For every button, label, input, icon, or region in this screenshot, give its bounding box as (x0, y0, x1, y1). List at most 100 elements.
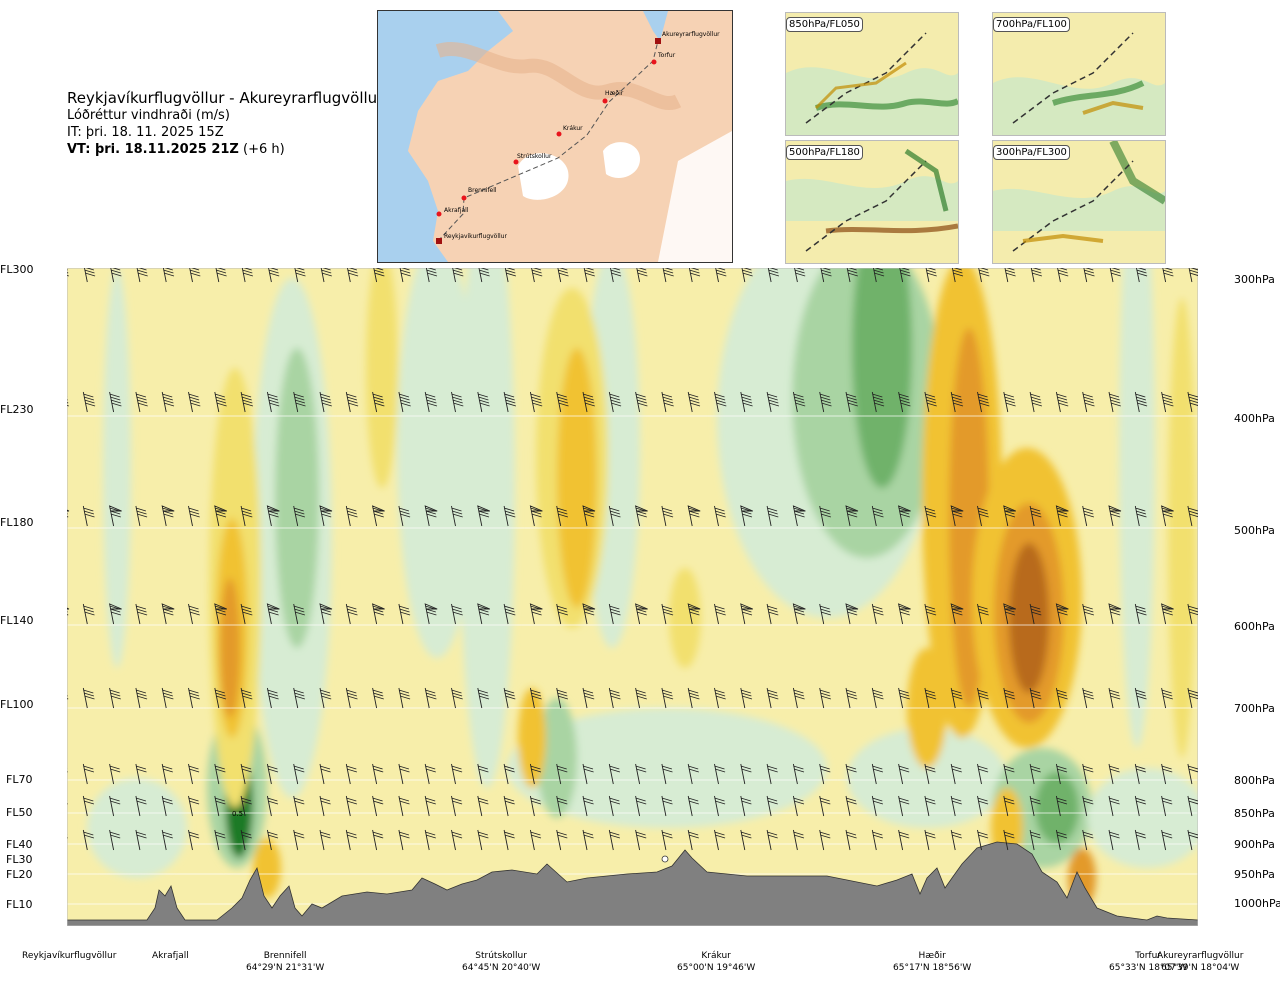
waypoint-marker-start (436, 238, 442, 244)
location-name: Torfur (1135, 951, 1161, 961)
wind-barb (714, 603, 726, 625)
mini-map-svg (786, 141, 958, 263)
terrain-ridge (435, 42, 682, 110)
waypoint-marker (556, 131, 562, 137)
wind-barb (266, 795, 279, 817)
wind-barb (372, 763, 384, 785)
wind-barb (82, 763, 95, 785)
wind-barb (582, 505, 596, 527)
wind-barb (661, 391, 674, 413)
wind-barb (451, 829, 463, 851)
wind-barb (529, 795, 542, 817)
wind-barb (451, 795, 463, 817)
wind-barb (871, 687, 884, 709)
ice-area-east (658, 131, 732, 262)
wind-barb (1003, 829, 1015, 851)
wind-barb (582, 763, 594, 785)
wind-barb (924, 391, 937, 413)
wind-barb (1029, 687, 1042, 709)
wind-barb (398, 829, 410, 851)
wind-barb (214, 603, 227, 625)
wind-barb (1055, 505, 1069, 527)
location-name: Hæðir (918, 951, 946, 961)
wind-barb (188, 505, 200, 527)
waypoint-label: Reykjavíkurflugvöllur (444, 233, 507, 240)
wind-barb (1108, 687, 1121, 709)
wind-barb (345, 603, 358, 625)
wind-barb (451, 687, 463, 709)
hpa-label: 850hPa (1234, 807, 1275, 820)
cross-section-plot: 0.5 (56, 148, 1207, 927)
wind-barb (977, 763, 989, 785)
wind-barb (1055, 763, 1068, 785)
wind-barb (1187, 763, 1199, 785)
location-label: Akrafjall (152, 950, 189, 962)
mini-map-label: 500hPa/FL180 (786, 145, 863, 160)
wind-barb (1029, 795, 1041, 817)
wind-barb (1108, 763, 1120, 785)
wind-barb (687, 603, 701, 625)
wind-barb (635, 687, 647, 709)
wind-barb (924, 763, 936, 785)
wind-barb (556, 763, 568, 785)
wind-barb (161, 795, 173, 817)
wind-barb (424, 391, 438, 413)
wind-barb (1082, 763, 1094, 785)
wind-barb (109, 391, 122, 413)
wind-barb (529, 505, 543, 527)
parameter-label: Lóðréttur vindhraði (m/s) (67, 108, 230, 123)
wind-barb (634, 603, 648, 625)
wind-barb (135, 505, 148, 527)
route-map-svg: Reykjavíkurflugvöllur Akrafjall Brennife… (378, 11, 732, 262)
wind-barb (293, 505, 306, 527)
location-name: Brennifell (263, 951, 307, 961)
fl-label: FL70 (6, 773, 33, 786)
location-coord: 65°00'N 19°46'W (677, 963, 756, 973)
wind-barb (503, 687, 516, 709)
location-label: Hæðir 65°17'N 18°56'W (893, 950, 971, 974)
glacier-hofsjokull (603, 142, 640, 178)
wind-barb (424, 505, 438, 527)
wind-barb (293, 603, 306, 625)
wind-barb (1134, 795, 1147, 817)
wind-barb (740, 505, 753, 527)
wind-barb (556, 687, 569, 709)
wind-barb (950, 763, 962, 785)
wind-barb (819, 505, 832, 527)
fl-label: FL20 (6, 868, 33, 881)
wind-barb (503, 505, 516, 527)
wind-barb (792, 505, 806, 527)
wind-barb (1134, 391, 1148, 413)
wind-barb (451, 505, 463, 527)
wind-barb (503, 603, 516, 625)
waypoint-label: Brennifell (468, 187, 497, 194)
hpa-label: 1000hPa (1234, 897, 1280, 910)
wind-barb (319, 795, 331, 817)
wind-barb (266, 603, 280, 625)
wind-barb (898, 829, 910, 851)
wind-barb (240, 763, 252, 785)
wind-barb (214, 829, 226, 851)
mini-map-svg (993, 141, 1165, 263)
location-name: Akureyrarflugvöllur (1157, 951, 1244, 961)
waypoint-label: Strútskollur (517, 153, 552, 160)
wind-barb (161, 687, 174, 709)
hpa-label: 300hPa (1234, 273, 1275, 286)
wind-barb (82, 795, 95, 817)
wind-barb (82, 687, 95, 709)
wind-barb (1003, 603, 1016, 625)
wind-barb (897, 505, 911, 527)
wind-barb (161, 391, 175, 413)
wind-barb (845, 829, 857, 851)
wind-barb (398, 391, 411, 413)
wind-barb (503, 795, 515, 817)
fl-label: FL50 (6, 806, 33, 819)
wind-barb (924, 505, 937, 527)
wind-barb (792, 603, 806, 625)
wind-barb (924, 687, 937, 709)
fl-label: FL100 (0, 698, 34, 711)
wind-barb (371, 505, 385, 527)
wind-barb (714, 687, 726, 709)
wind-barb (529, 687, 542, 709)
wind-barb (82, 391, 96, 413)
